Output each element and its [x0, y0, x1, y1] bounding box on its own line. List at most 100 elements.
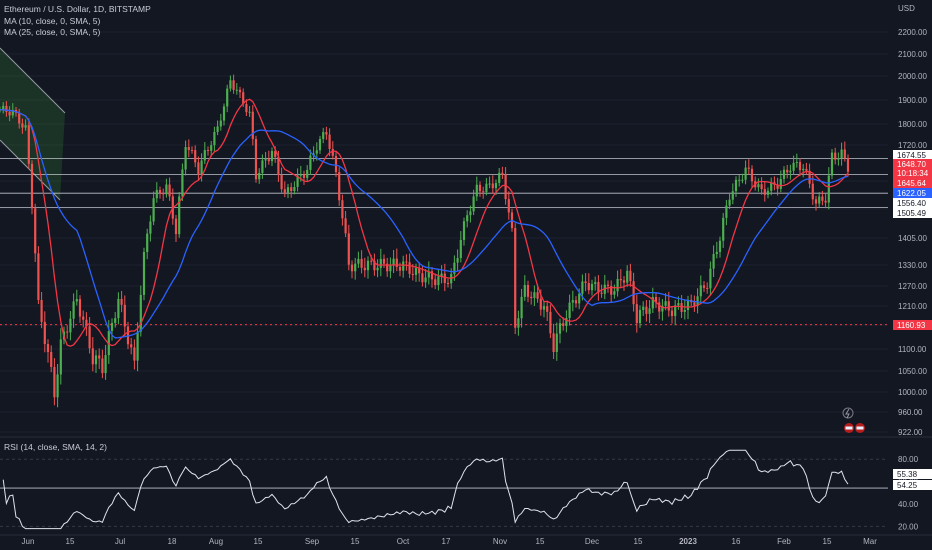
candle-body: [677, 303, 680, 306]
candle-body: [366, 260, 370, 271]
candle-body: [430, 271, 434, 280]
candle-body: [581, 281, 584, 294]
candle-body: [546, 306, 549, 312]
candle-body: [149, 221, 152, 234]
candle-body: [347, 233, 350, 265]
candle-body: [507, 199, 510, 213]
candle-body: [517, 318, 520, 328]
candle-body: [722, 217, 725, 241]
candle-body: [43, 321, 46, 344]
time-tick-label: Sep: [305, 537, 320, 546]
price-tags: 1674.551648.7010:18:341645.641622.051556…: [893, 150, 932, 330]
price-tick-label: 1000.00: [898, 388, 927, 397]
candle-body: [814, 199, 818, 204]
candle-body: [21, 123, 24, 128]
candle-body: [328, 134, 331, 149]
candle-body: [626, 270, 629, 283]
candle-body: [635, 304, 638, 324]
candle-body: [290, 187, 293, 192]
price-tag-label: 1556.40: [897, 199, 926, 208]
candle-body: [392, 258, 395, 265]
candle-body: [53, 366, 56, 398]
time-tick-label: Oct: [397, 537, 410, 546]
candle-body: [293, 186, 296, 192]
candle-body: [242, 92, 245, 105]
candle-body: [213, 131, 216, 146]
candle-body: [802, 168, 805, 171]
candle-body: [280, 174, 283, 190]
candle-body: [475, 184, 478, 197]
price-tick-label: 960.00: [898, 408, 923, 417]
candle-body: [456, 258, 459, 263]
time-tick-label: 17: [442, 537, 451, 546]
candle-body: [2, 105, 5, 110]
candle-body: [114, 318, 117, 323]
candle-body: [462, 221, 466, 240]
candle-body: [322, 132, 325, 139]
candle-body: [459, 239, 462, 259]
candle-body: [763, 189, 766, 195]
candle-body: [158, 189, 162, 194]
candle-body: [382, 258, 386, 264]
candle-body: [373, 260, 376, 271]
time-axis[interactable]: Jun 15 Jul 18 Aug 15 Sep 15 Oct 17 Nov 15 Dec 15 2023 1…: [0, 436, 932, 546]
candle-body: [434, 279, 437, 286]
candle-body: [584, 281, 587, 284]
candle-body: [805, 168, 808, 171]
candle-body: [360, 258, 363, 268]
time-tick-label: Mar: [863, 537, 877, 546]
candle-body: [395, 258, 398, 267]
candle-body: [670, 310, 674, 317]
candle-body: [107, 330, 110, 356]
symbol-title[interactable]: Ethereum / U.S. Dollar, 1D, BITSTAMP: [4, 4, 151, 14]
candle-body: [421, 273, 424, 283]
candle-body: [30, 163, 34, 209]
candle-body: [251, 111, 254, 140]
channel-fill: [0, 48, 65, 200]
candle-body: [117, 298, 120, 319]
candle-body: [482, 191, 485, 193]
candle-body: [386, 263, 389, 272]
candle-body: [616, 278, 619, 292]
time-tick-label: 15: [634, 537, 643, 546]
candle-body: [514, 228, 517, 328]
candle-body: [334, 155, 338, 173]
candle-body: [222, 106, 226, 121]
candle-body: [725, 205, 728, 218]
candle-body: [846, 157, 850, 172]
candle-body: [318, 138, 322, 151]
candle-body: [370, 260, 373, 262]
rsi-legend[interactable]: RSI (14, close, SMA, 14, 2): [4, 442, 107, 452]
candle-body: [674, 305, 677, 317]
candle-body: [82, 316, 85, 320]
rsi-value-tag: [893, 469, 932, 479]
candle-body: [453, 262, 456, 274]
time-tick-label: 15: [66, 537, 75, 546]
candle-body: [830, 152, 834, 176]
price-tag: [893, 168, 932, 178]
candle-body: [766, 190, 770, 195]
candle-body: [693, 302, 696, 306]
candle-body: [190, 149, 194, 151]
time-tick-label: 15: [536, 537, 545, 546]
candle-body: [661, 305, 664, 312]
candle-body: [46, 343, 50, 353]
candle-body: [354, 263, 357, 272]
candle-body: [702, 285, 706, 288]
candle-body: [264, 159, 267, 161]
candle-body: [104, 355, 107, 374]
horizontal-levels: [0, 158, 888, 326]
candle-body: [389, 264, 392, 272]
candle-body: [818, 196, 821, 204]
ma10-legend[interactable]: MA (10, close, 0, SMA, 5): [4, 16, 101, 26]
price-tag-label: 1674.55: [897, 151, 926, 160]
candle-body: [309, 155, 312, 170]
candle-body: [274, 151, 277, 157]
price-tag: [893, 150, 932, 160]
candle-body: [757, 184, 760, 188]
ma25-legend[interactable]: MA (25, close, 0, SMA, 5): [4, 27, 101, 37]
price-axis[interactable]: 922.00 960.00 1000.00 1050.00 1100.00 1210.00…: [898, 28, 927, 437]
candle-body: [379, 258, 382, 268]
candle-body: [520, 296, 523, 319]
